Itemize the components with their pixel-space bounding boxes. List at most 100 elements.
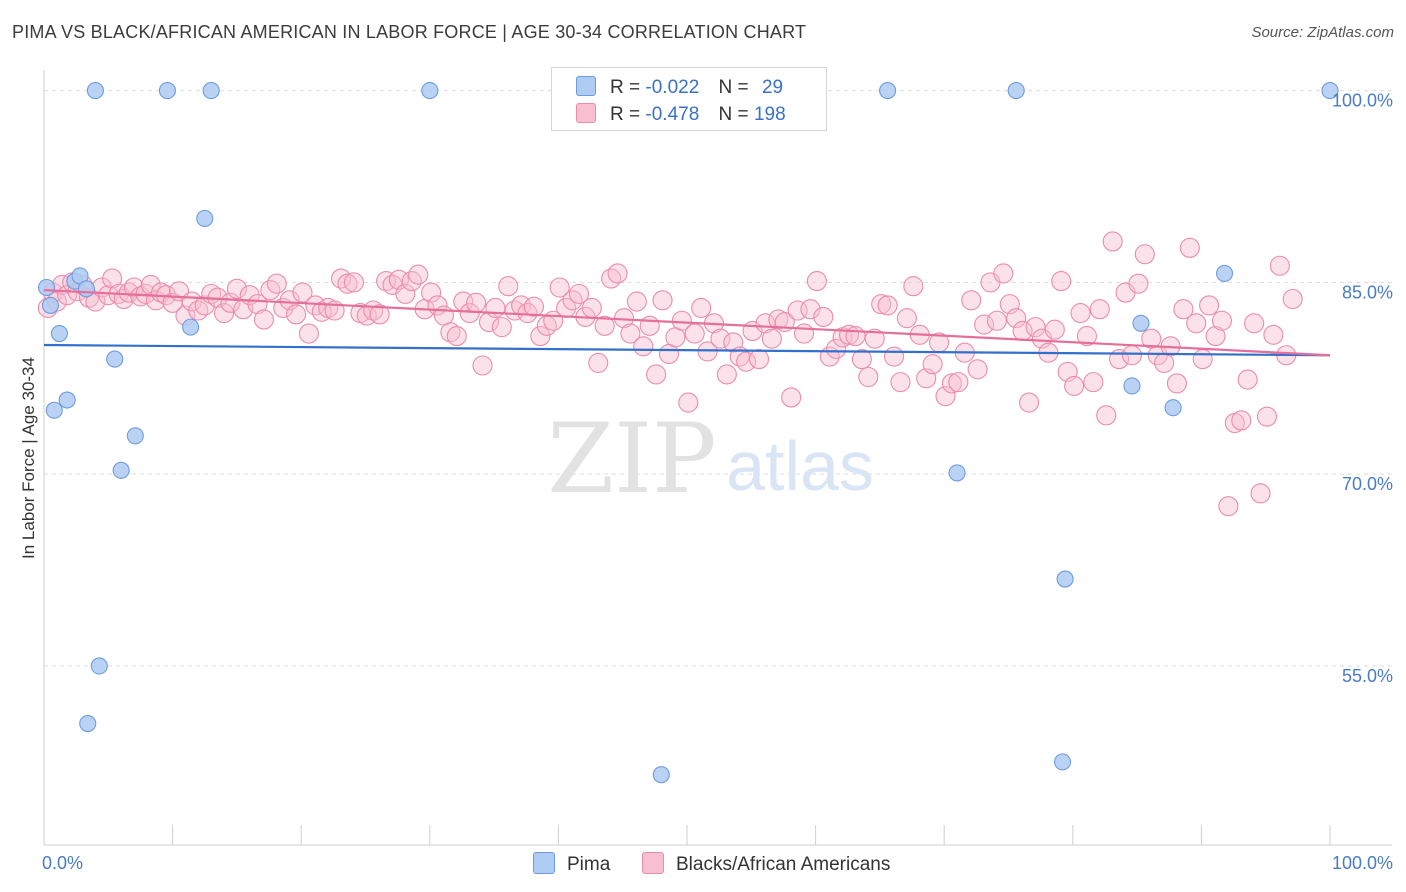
black-point-189 xyxy=(1231,410,1252,431)
black-point-92 xyxy=(607,263,628,284)
black-point-37 xyxy=(253,309,274,330)
y-axis-label: In Labor Force | Age 30-34 xyxy=(19,357,38,559)
black-point-195 xyxy=(1269,255,1290,276)
black-point-102 xyxy=(671,310,692,331)
black-point-161 xyxy=(1051,271,1072,292)
watermark-atlas: atlas xyxy=(726,427,874,505)
y-tick-label-1: 85.0% xyxy=(1342,282,1393,302)
black-point-96 xyxy=(633,336,654,357)
pima-point-27 xyxy=(1164,399,1182,417)
black-point-80 xyxy=(530,326,551,347)
black-point-186 xyxy=(1211,310,1233,331)
pima-point-24 xyxy=(1056,570,1074,588)
pima-point-12 xyxy=(158,82,177,100)
legend-row-pima: R = -0.022 N = 29 xyxy=(576,76,783,100)
pima-point-15 xyxy=(202,82,220,100)
black-point-83 xyxy=(549,277,570,298)
black-point-136 xyxy=(890,372,911,393)
pima-legend-label: Pima xyxy=(567,854,611,875)
black-point-33 xyxy=(226,278,247,299)
pima-point-20 xyxy=(879,82,897,100)
black-point-163 xyxy=(1064,375,1085,397)
pima-point-9 xyxy=(106,350,124,368)
n-label: N = xyxy=(718,104,749,125)
black-point-165 xyxy=(1076,326,1097,347)
pima-point-7 xyxy=(77,280,95,298)
pima-r-value: -0.022 xyxy=(645,77,700,98)
black-point-99 xyxy=(652,290,673,311)
black-point-190 xyxy=(1237,369,1258,390)
black-point-141 xyxy=(922,354,943,375)
black-point-131 xyxy=(858,366,879,388)
bottom-legend-black: Blacks/African Americans xyxy=(642,852,890,876)
black-point-61 xyxy=(408,264,429,285)
pima-point-3 xyxy=(50,324,68,343)
black-point-137 xyxy=(896,308,917,329)
black-point-169 xyxy=(1102,231,1123,252)
black-trend-line xyxy=(43,288,1331,357)
black-point-181 xyxy=(1179,237,1200,258)
pima-point-26 xyxy=(1132,314,1150,332)
black-point-59 xyxy=(395,283,416,304)
black-point-116 xyxy=(761,328,782,349)
black-point-132 xyxy=(864,328,885,349)
black-point-145 xyxy=(948,372,969,393)
black-point-44 xyxy=(298,323,319,344)
black-point-129 xyxy=(845,326,866,347)
black-point-134 xyxy=(877,295,898,316)
pima-n-value: 29 xyxy=(761,77,784,98)
black-point-138 xyxy=(903,276,924,297)
black-point-71 xyxy=(472,355,493,376)
black-swatch xyxy=(576,103,596,123)
black-point-160 xyxy=(1044,319,1065,340)
pima-point-11 xyxy=(126,427,144,445)
black-point-130 xyxy=(851,349,872,370)
black-r-value: -0.478 xyxy=(645,104,700,125)
black-point-191 xyxy=(1244,313,1265,334)
pima-point-4 xyxy=(58,391,76,409)
black-point-11 xyxy=(98,285,119,306)
black-point-197 xyxy=(1282,288,1303,310)
pima-swatch xyxy=(576,76,596,96)
pima-point-13 xyxy=(182,318,200,336)
trend-lines xyxy=(43,288,1331,357)
black-point-174 xyxy=(1134,244,1155,265)
n-label: N = xyxy=(718,77,749,98)
black-point-88 xyxy=(581,297,602,319)
pima-trend-line xyxy=(43,343,1331,357)
black-point-21 xyxy=(150,282,172,303)
black-point-28 xyxy=(194,295,215,316)
pima-point-16 xyxy=(79,714,97,733)
black-point-121 xyxy=(793,323,815,344)
black-point-75 xyxy=(498,276,519,297)
black-point-108 xyxy=(710,328,731,349)
y-tick-label-2: 70.0% xyxy=(1342,474,1393,494)
pima-point-18 xyxy=(421,82,439,100)
black-point-143 xyxy=(935,386,956,407)
pima-point-25 xyxy=(1123,377,1141,395)
black-point-66 xyxy=(440,322,461,343)
black-n-value: 198 xyxy=(753,104,786,125)
black-point-119 xyxy=(781,387,802,408)
black-point-151 xyxy=(986,310,1007,331)
pima-point-14 xyxy=(196,209,214,227)
black-point-95 xyxy=(626,291,647,312)
series-1 xyxy=(37,231,1303,517)
black-point-184 xyxy=(1199,295,1220,316)
black-point-187 xyxy=(1218,496,1239,517)
black-point-94 xyxy=(620,323,641,344)
black-point-124 xyxy=(813,306,834,327)
black-point-133 xyxy=(871,294,892,315)
bottom-legend-pima: Pima xyxy=(533,852,610,876)
black-point-39 xyxy=(266,273,287,294)
black-point-172 xyxy=(1121,345,1143,366)
black-legend-label: Blacks/African Americans xyxy=(676,854,891,875)
chart-source: Source: ZipAtlas.com xyxy=(1251,24,1394,41)
black-point-135 xyxy=(883,346,905,367)
pima-point-21 xyxy=(948,464,966,482)
black-point-154 xyxy=(1006,308,1027,329)
axes xyxy=(43,70,1392,846)
black-point-103 xyxy=(678,392,699,413)
black-point-90 xyxy=(594,315,615,336)
